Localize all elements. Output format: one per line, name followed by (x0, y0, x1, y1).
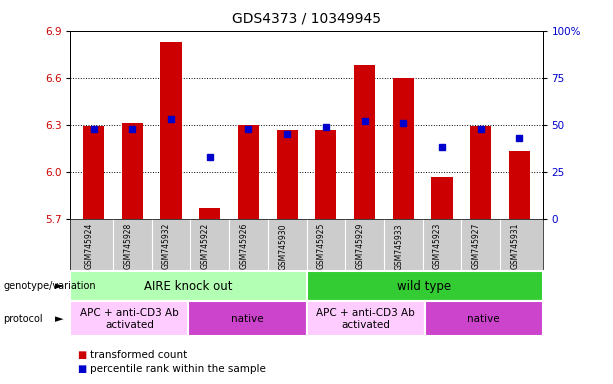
Bar (276, 129, 298, 219)
Text: protocol: protocol (3, 314, 43, 324)
Text: genotype/variation: genotype/variation (3, 281, 96, 291)
Text: GSM745928: GSM745928 (123, 223, 132, 269)
Bar (424, 301, 543, 336)
Text: GSM745929: GSM745929 (356, 223, 365, 270)
Bar (70, 271, 306, 301)
Text: GSM745933: GSM745933 (394, 223, 403, 270)
Bar (354, 65, 375, 219)
Text: transformed count: transformed count (90, 350, 188, 360)
Text: native: native (231, 314, 264, 324)
Bar (306, 301, 424, 336)
Bar (315, 129, 337, 219)
Text: APC + anti-CD3 Ab
activated: APC + anti-CD3 Ab activated (80, 308, 179, 329)
Bar (83, 126, 104, 219)
Text: GSM745924: GSM745924 (85, 223, 94, 270)
Text: GSM745925: GSM745925 (317, 223, 326, 270)
Bar (470, 126, 491, 219)
Text: GDS4373 / 10349945: GDS4373 / 10349945 (232, 12, 381, 25)
Text: ■: ■ (77, 364, 86, 374)
Bar (161, 42, 181, 219)
Bar (189, 301, 306, 336)
Text: AIRE knock out: AIRE knock out (144, 280, 233, 293)
Text: native: native (467, 314, 500, 324)
Bar (432, 177, 452, 219)
Text: ►: ► (55, 281, 63, 291)
Text: GSM745923: GSM745923 (433, 223, 442, 270)
Text: GSM745926: GSM745926 (240, 223, 248, 270)
Text: GSM745932: GSM745932 (162, 223, 171, 270)
Text: GSM745922: GSM745922 (201, 223, 210, 269)
Text: wild type: wild type (397, 280, 452, 293)
Text: percentile rank within the sample: percentile rank within the sample (90, 364, 266, 374)
Bar (392, 78, 414, 219)
Bar (122, 123, 143, 219)
Text: GSM745930: GSM745930 (278, 223, 287, 270)
Bar (306, 271, 543, 301)
Bar (238, 125, 259, 219)
Bar (199, 208, 221, 219)
Bar (70, 301, 189, 336)
Text: APC + anti-CD3 Ab
activated: APC + anti-CD3 Ab activated (316, 308, 415, 329)
Text: GSM745931: GSM745931 (510, 223, 519, 270)
Text: ■: ■ (77, 350, 86, 360)
Text: ►: ► (55, 314, 63, 324)
Text: GSM745927: GSM745927 (471, 223, 481, 270)
Bar (509, 151, 530, 219)
